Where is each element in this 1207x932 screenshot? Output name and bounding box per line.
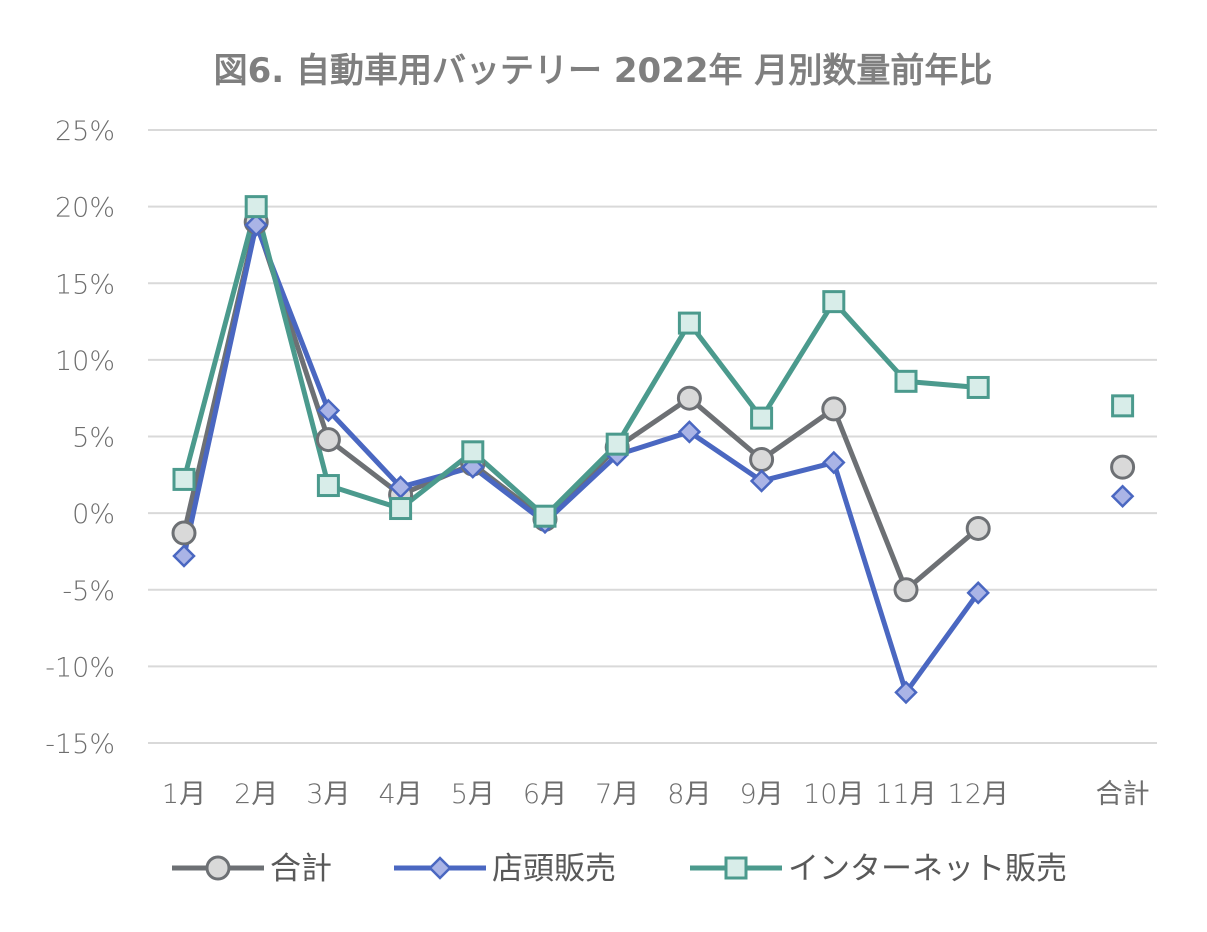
x-tick-label: 1月: [162, 779, 206, 810]
series-line: [181, 222, 981, 695]
data-point: [316, 398, 341, 423]
series-markers: [171, 195, 1136, 705]
x-tick-label: 合計: [1096, 779, 1150, 810]
data-point: [244, 195, 268, 219]
legend-marker: [428, 856, 452, 880]
legend-label: 合計: [270, 851, 332, 887]
y-tick-label: -15%: [45, 729, 115, 760]
data-point: [966, 375, 990, 399]
x-tick-label: 2月: [234, 779, 278, 810]
y-tick-label: -10%: [45, 652, 115, 683]
series-lines: [181, 204, 981, 695]
data-point: [1110, 454, 1136, 480]
x-tick-label: 5月: [451, 779, 495, 810]
data-point: [389, 497, 413, 521]
data-point: [172, 467, 196, 491]
data-point: [677, 420, 702, 444]
data-point: [965, 515, 991, 541]
y-tick-label: 20%: [55, 193, 115, 224]
x-tick-label: 9月: [740, 779, 784, 810]
x-tick-label: 7月: [595, 779, 639, 810]
y-tick-label: 15%: [55, 269, 115, 300]
data-point: [1111, 394, 1135, 418]
x-tick-label: 11月: [875, 779, 936, 810]
data-point: [749, 469, 774, 493]
y-axis-ticks: 25% 20% 15% 10% 5% 0% -5% -10% -15%: [45, 116, 115, 760]
y-tick-label: -5%: [62, 576, 115, 607]
gridlines: [148, 129, 1157, 744]
x-tick-label: 12月: [948, 779, 1009, 810]
data-point: [676, 385, 702, 411]
series-markers-group: [172, 195, 1135, 528]
data-point: [894, 680, 918, 705]
data-point: [822, 290, 846, 314]
x-tick-label: 4月: [379, 779, 423, 810]
data-point: [822, 450, 846, 475]
data-point: [1110, 484, 1135, 509]
legend-marker: [205, 855, 231, 881]
y-tick-label: 5%: [72, 423, 115, 454]
legend-marker: [724, 856, 748, 880]
x-tick-label: 10月: [803, 779, 864, 810]
data-point: [533, 504, 557, 528]
data-point: [750, 406, 774, 430]
series-markers-group: [172, 213, 1135, 705]
data-point: [894, 369, 918, 393]
legend-item: 合計: [172, 851, 332, 887]
data-point: [821, 396, 847, 422]
data-point: [605, 432, 629, 456]
x-axis-ticks: 1月 2月 3月 4月 5月 6月 7月 8月 9月 10月 11月 12月 合計: [162, 779, 1150, 810]
x-tick-label: 8月: [667, 779, 711, 810]
data-point: [677, 311, 701, 335]
data-point: [461, 440, 485, 464]
legend-item: インターネット販売: [690, 851, 1067, 887]
y-tick-label: 0%: [72, 499, 115, 530]
data-point: [315, 427, 341, 453]
x-tick-label: 6月: [523, 779, 567, 810]
legend-label: 店頭販売: [492, 851, 616, 887]
data-point: [172, 544, 196, 568]
chart-title: 図6. 自動車用バッテリー 2022年 月別数量前年比: [214, 51, 993, 91]
legend-label: インターネット販売: [788, 851, 1067, 887]
legend-item: 店頭販売: [394, 851, 616, 887]
data-point: [893, 577, 919, 603]
data-point: [244, 213, 268, 237]
y-tick-label: 25%: [55, 116, 115, 147]
series-line: [181, 219, 981, 593]
data-point: [171, 520, 197, 546]
x-tick-label: 3月: [306, 779, 350, 810]
data-point: [749, 446, 775, 472]
data-point: [966, 581, 990, 605]
y-tick-label: 10%: [55, 346, 115, 377]
legend: 合計 店頭販売 インターネット販売: [172, 851, 1067, 887]
data-point: [316, 474, 340, 498]
